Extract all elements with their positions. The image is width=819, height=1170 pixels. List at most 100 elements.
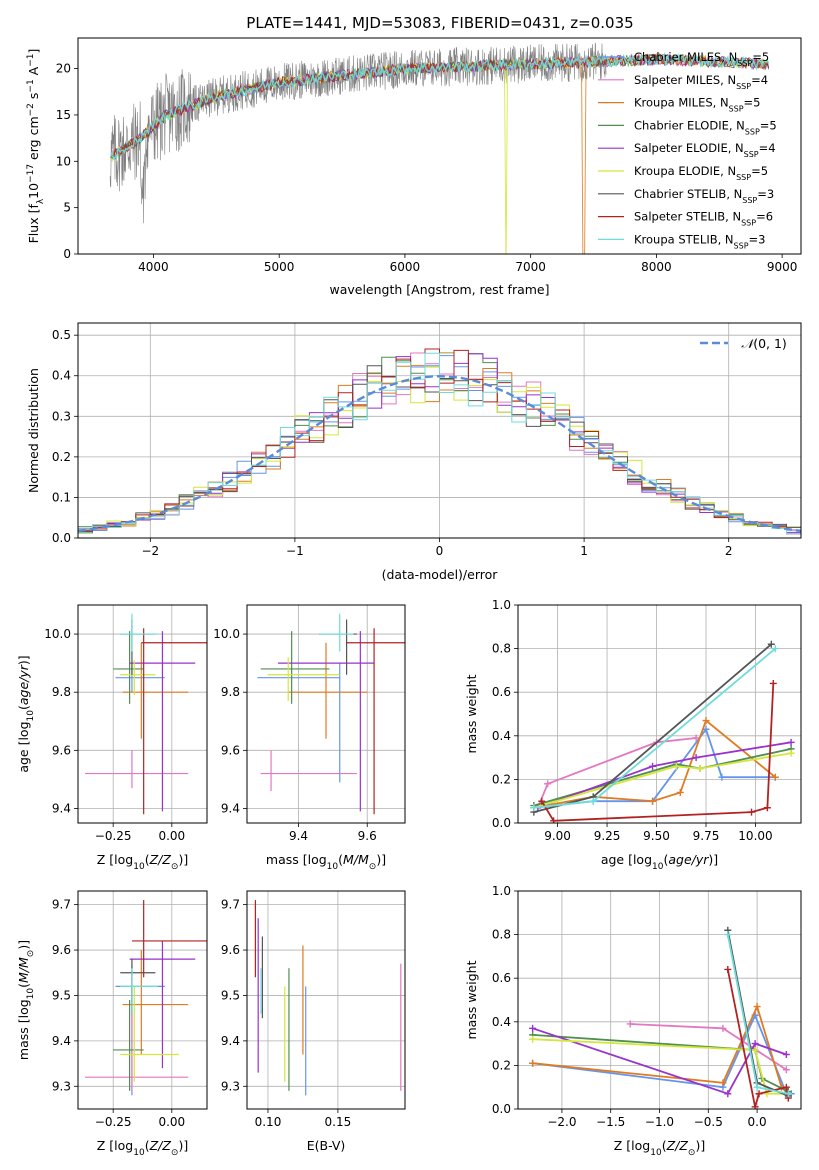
x-tick-label: 8000 [641,260,672,274]
y-tick-label: 0.5 [52,328,71,342]
x-axis-label: mass [log10(M/M⊙)] [266,852,386,872]
y-tick-label: 1.0 [492,598,511,612]
panel-residuals: −2 −1 0 1 2 0.0 0.1 0.2 0.3 0.4 0.5 (data-model)/er… [26,322,802,582]
y-tick-label: 9.8 [52,685,71,699]
x-axis-label: Z [log10(Z/Z⊙)] [97,1138,188,1158]
x-axis-label: age [log10(age/yr)] [601,852,718,872]
y-tick-label: 9.3 [221,1079,240,1093]
mass-weight-marker [649,762,657,770]
x-tick-label: 9000 [767,260,798,274]
y-tick-label: 0.2 [492,1058,511,1072]
mass-weight-marker [529,1024,537,1032]
x-tick-label: 9.6 [358,829,377,843]
x-tick-label: 4000 [138,260,169,274]
legend-label: Kroupa MILES, NSSP=5 [634,96,760,114]
x-axis-label: Z [log10(Z/Z⊙)] [614,1138,705,1158]
mass-weight-marker [550,817,558,823]
x-tick-label: −0.25 [95,829,132,843]
mass-weight-marker [724,965,732,973]
mass-weight-marker [696,765,704,772]
x-tick-label: 9.4 [289,829,308,843]
mass-weight-marker [753,1003,761,1011]
x-tick-label: −1 [286,544,304,558]
y-tick-label: 9.6 [52,743,71,757]
y-tick-label: 9.6 [52,943,71,957]
y-tick-label: 0.2 [492,772,511,786]
x-tick-label: 0.0 [748,1115,767,1129]
mass-weight-marker [755,1090,763,1098]
axes-frame [77,604,208,824]
mass-weight-marker [767,640,775,648]
mass-weight-marker [529,1035,537,1043]
mass-weight-marker [672,762,680,770]
x-tick-label: −0.25 [95,1115,132,1129]
x-tick-label: 2 [725,544,733,558]
mass-weight-marker [751,1040,759,1048]
y-tick-label: 9.4 [52,1034,71,1048]
mass-weight-marker [692,754,700,762]
axes-frame [246,890,406,1110]
y-tick-label: 9.7 [221,898,240,912]
x-axis-label: E(B-V) [307,1138,346,1153]
y-axis-label: Normed distribution [26,368,41,493]
y-tick-label: 10.0 [213,627,240,641]
y-tick-label: 0 [63,247,71,261]
mass-weight-marker [787,738,795,746]
mass-weight-marker [649,797,657,805]
mass-weight-marker [724,1090,732,1098]
legend-label: Salpeter STELIB, NSSP=6 [634,210,773,228]
legend-label: Kroupa STELIB, NSSP=3 [634,232,765,250]
y-tick-label: 0.1 [52,490,71,504]
y-axis-label: mass weight [464,960,479,1039]
x-axis-label: (data-model)/error [382,567,499,582]
y-tick-label: 0.0 [52,531,71,545]
y-tick-label: 9.6 [221,743,240,757]
y-tick-label: 0.0 [492,1102,511,1116]
mass-weight-line [537,741,792,809]
x-tick-label: 0.00 [158,829,185,843]
x-tick-label: −1.5 [596,1115,625,1129]
y-tick-label: 10.0 [44,627,71,641]
panel-age-vs-mass: 9.4 9.6 9.4 9.6 9.8 10.0 mass [log10(M/M⊙)] [213,604,406,872]
mass-weight-marker [782,1066,790,1074]
plot-area-mass-vs-ebv [254,900,402,1096]
y-tick-label: 9.8 [221,685,240,699]
y-axis-label: mass weight [464,674,479,753]
x-tick-label: 0 [436,544,444,558]
axes-frame [77,37,802,255]
y-tick-label: 9.7 [52,898,71,912]
mass-weight-marker [676,788,684,796]
mass-weight-marker [724,931,732,939]
axes-frame [77,890,208,1110]
x-tick-label: 6000 [390,260,421,274]
panel-mass-vs-Z: −0.25 0.00 9.3 9.4 9.5 9.6 9.7 Z [log10(Z/Z⊙)] m… [16,890,208,1158]
legend-label: Salpeter MILES, NSSP=4 [634,73,768,91]
y-tick-label: 9.4 [221,801,240,815]
mass-weight-marker [787,749,795,757]
x-tick-label: 9.00 [544,829,571,843]
legend-label: Chabrier STELIB, NSSP=3 [634,187,774,205]
mass-weight-marker [692,734,700,742]
y-tick-label: 1.0 [492,884,511,898]
plot-area-age-vs-mass [257,613,405,815]
panel-age-vs-Z: −0.25 0.00 9.4 9.6 9.8 10.0 Z [log10(Z/Z⊙)] age… [16,604,208,872]
mass-weight-marker [782,1051,790,1058]
mass-weight-marker [544,780,552,788]
mass-weight-marker [748,808,756,816]
mass-weight-marker [769,679,777,687]
y-tick-label: 0.8 [492,928,511,942]
plot-area-massweight-vs-Z [529,926,795,1109]
y-tick-label: 0.6 [492,971,511,985]
mass-weight-line [536,737,697,809]
legend-label: Chabrier MILES, NSSP=5 [634,50,769,68]
y-tick-label: 0.4 [492,1015,511,1029]
figure-title: PLATE=1441, MJD=53083, FIBERID=0431, z=0… [246,14,633,32]
y-tick-label: 0.8 [492,642,511,656]
x-tick-label: 10.00 [738,829,772,843]
y-tick-label: 15 [56,108,71,122]
legend-label: Chabrier ELODIE, NSSP=5 [634,118,777,136]
panel-massweight-vs-age: 9.00 9.25 9.50 9.75 10.00 0.0 0.2 0.4 0.6 0.8 1.0 a… [464,598,802,872]
x-tick-label: 0.15 [325,1115,352,1129]
mass-weight-marker [718,773,726,781]
